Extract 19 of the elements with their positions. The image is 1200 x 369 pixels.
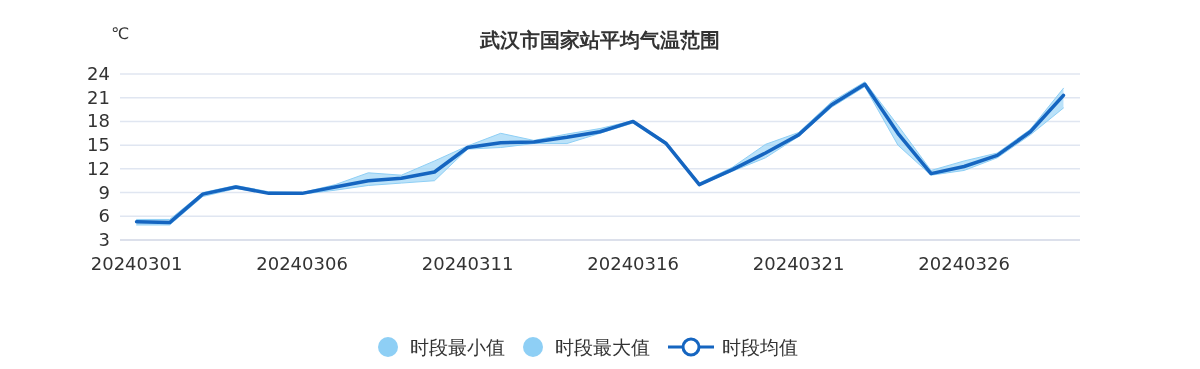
x-tick-label: 20240311	[421, 253, 514, 274]
y-tick-label: 3	[98, 229, 110, 250]
y-tick-label: 9	[98, 181, 110, 203]
y-tick-label: 6	[98, 205, 110, 227]
y-tick-label: 18	[87, 110, 110, 132]
legend-label: 时段均值	[722, 336, 798, 358]
x-tick-label: 20240301	[90, 253, 183, 274]
x-tick-label: 20240316	[587, 253, 679, 274]
legend-label: 时段最小值	[410, 336, 505, 358]
y-tick-label: 21	[87, 86, 110, 108]
y-tick-label: 24	[87, 63, 110, 84]
chart-title: 武汉市国家站平均气温范围	[479, 28, 720, 52]
x-tick-label: 20240306	[256, 253, 348, 274]
y-tick-label: 15	[87, 134, 110, 156]
y-axis-title: ℃	[111, 24, 130, 43]
x-tick-label: 20240326	[918, 253, 1010, 274]
legend-label: 时段最大值	[555, 336, 650, 358]
y-tick-label: 12	[87, 157, 110, 179]
x-tick-label: 20240321	[752, 253, 845, 274]
